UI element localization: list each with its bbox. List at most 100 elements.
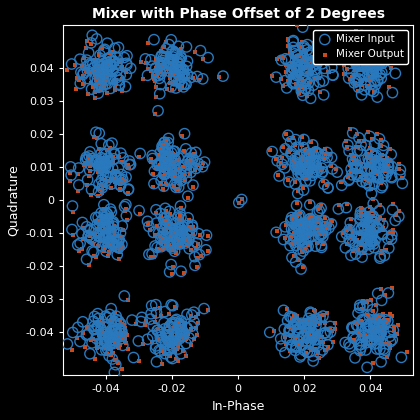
Mixer Input xyxy=(92,129,99,136)
Mixer Input xyxy=(344,142,351,148)
Mixer Output xyxy=(371,333,378,339)
Mixer Input xyxy=(188,229,195,236)
Mixer Input xyxy=(180,71,186,78)
Mixer Input xyxy=(170,338,176,344)
Mixer Output xyxy=(273,55,280,62)
Mixer Input xyxy=(297,163,304,169)
Mixer Output xyxy=(205,306,211,313)
Mixer Output xyxy=(340,230,346,236)
Mixer Input xyxy=(276,173,283,179)
Mixer Input xyxy=(178,333,185,340)
Mixer Input xyxy=(354,234,360,241)
Mixer Output xyxy=(106,63,113,69)
Mixer Output xyxy=(147,155,154,162)
Mixer Output xyxy=(175,337,182,344)
Mixer Output xyxy=(98,78,105,85)
Mixer Input xyxy=(373,328,380,335)
Mixer Input xyxy=(177,335,184,342)
Mixer Input xyxy=(165,41,172,48)
Mixer Input xyxy=(99,58,105,65)
Mixer Input xyxy=(77,80,84,87)
Mixer Input xyxy=(110,218,117,225)
Mixer Output xyxy=(317,162,324,168)
Mixer Output xyxy=(84,158,91,165)
Mixer Output xyxy=(174,83,181,90)
Mixer Output xyxy=(178,243,185,249)
Mixer Output xyxy=(165,311,172,318)
Mixer Output xyxy=(114,344,121,350)
Mixer Input xyxy=(297,166,304,173)
Mixer Output xyxy=(364,129,371,135)
Mixer Input xyxy=(169,342,176,349)
Mixer Output xyxy=(353,130,360,137)
Mixer Input xyxy=(322,227,329,234)
Mixer Output xyxy=(161,161,168,168)
Mixer Output xyxy=(153,245,160,252)
Mixer Output xyxy=(380,312,387,319)
Mixer Input xyxy=(367,64,373,71)
Mixer Output xyxy=(164,236,171,243)
Mixer Input xyxy=(162,338,169,344)
Mixer Output xyxy=(318,229,325,236)
Mixer Output xyxy=(290,134,297,141)
Mixer Output xyxy=(167,51,173,58)
Mixer Input xyxy=(98,177,105,184)
Mixer Input xyxy=(83,223,90,230)
Mixer Output xyxy=(375,318,381,325)
Mixer Output xyxy=(158,56,164,63)
Mixer Output xyxy=(368,157,375,163)
Mixer Output xyxy=(313,215,320,222)
Mixer Input xyxy=(291,50,298,57)
Mixer Output xyxy=(147,254,154,261)
Mixer Output xyxy=(292,312,299,319)
Mixer Output xyxy=(278,76,284,82)
Mixer Input xyxy=(378,184,385,191)
Mixer Output xyxy=(121,325,128,331)
Mixer Input xyxy=(203,232,210,239)
Mixer Output xyxy=(310,321,317,328)
Mixer Output xyxy=(366,320,373,327)
Mixer Input xyxy=(292,47,299,54)
Mixer Output xyxy=(178,238,184,245)
Mixer Output xyxy=(168,87,175,94)
Mixer Output xyxy=(194,162,201,169)
Mixer Input xyxy=(328,64,335,71)
Mixer Output xyxy=(97,165,104,171)
Mixer Output xyxy=(82,67,89,74)
Mixer Output xyxy=(316,333,323,340)
Mixer Output xyxy=(340,61,347,68)
Mixer Input xyxy=(286,327,292,334)
Mixer Output xyxy=(384,158,391,164)
Mixer Output xyxy=(177,318,184,325)
Mixer Input xyxy=(115,239,122,245)
Mixer Output xyxy=(94,70,101,77)
Mixer Input xyxy=(116,326,122,332)
Mixer Output xyxy=(363,171,370,178)
Mixer Input xyxy=(101,331,108,338)
Mixer Input xyxy=(345,55,352,61)
Mixer Output xyxy=(96,80,102,87)
Mixer Input xyxy=(110,223,116,229)
Mixer Input xyxy=(371,168,378,175)
Mixer Output xyxy=(100,74,106,81)
Mixer Output xyxy=(106,227,113,234)
Mixer Output xyxy=(307,213,314,220)
Mixer Input xyxy=(113,61,120,68)
Mixer Output xyxy=(310,151,316,158)
Mixer Input xyxy=(377,346,383,352)
Mixer Input xyxy=(189,155,196,162)
Mixer Output xyxy=(389,230,396,237)
Mixer Output xyxy=(191,336,197,343)
Mixer Input xyxy=(89,155,95,162)
Mixer Output xyxy=(80,81,87,87)
Mixer Input xyxy=(184,71,191,78)
Mixer Input xyxy=(95,90,102,97)
Mixer Output xyxy=(160,62,167,69)
Mixer Input xyxy=(374,47,381,53)
Mixer Output xyxy=(283,222,289,228)
Mixer Output xyxy=(99,320,106,327)
Mixer Output xyxy=(155,164,162,171)
Mixer Input xyxy=(312,227,319,234)
Mixer Output xyxy=(167,52,173,59)
Mixer Input xyxy=(171,233,178,240)
